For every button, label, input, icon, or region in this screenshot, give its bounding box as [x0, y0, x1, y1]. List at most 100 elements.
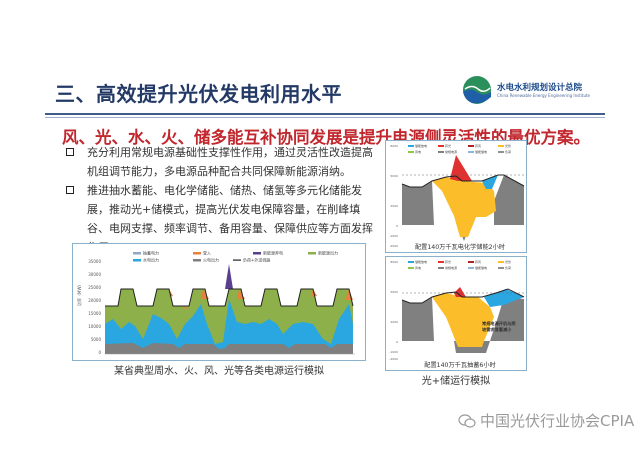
chart-mark: [468, 145, 474, 147]
bullet-list: 充分利用常规电源基础性支撑性作用，通过灵活性改造提高机组调节能力，多电源品种配合…: [66, 143, 380, 257]
chart-label: 弃光: [445, 259, 451, 264]
chart-mark: [498, 267, 504, 269]
curtailment-spike: [225, 264, 233, 289]
chart-mark: 8000 5000 2000 0 -1000 -2000: [389, 144, 398, 248]
chart-label: 25000: [88, 285, 101, 290]
storage-discharge-area: [482, 175, 498, 189]
chart-label: 负荷+外送线路: [243, 257, 270, 263]
chart-label: 储能储电: [475, 265, 487, 270]
chart-mark: [408, 145, 414, 147]
chart-mark: [464, 85, 491, 92]
chart-label: 0: [396, 340, 398, 344]
chart-mark: [438, 145, 444, 147]
chart2-caption-line2: 光+储运行模拟: [421, 376, 491, 387]
chart-mark: [133, 259, 141, 262]
chart-label: 水电出力: [143, 257, 159, 263]
chart-label: 15000: [88, 311, 101, 316]
chart-label: 常规电源: [445, 149, 457, 154]
chart-label: 20000: [88, 298, 101, 303]
chart-label: 8000: [390, 144, 398, 148]
logo: 水电水利规划设计总院 China Renewable Energy Engine…: [462, 75, 612, 105]
chart-label: 负荷: [505, 265, 511, 270]
watermark-text: 中国光伏行业协会CPIA: [480, 412, 635, 430]
chart-label: 35000: [88, 259, 101, 264]
chart-label: 10000: [88, 324, 101, 329]
chart-mark: [438, 151, 444, 153]
header-divider: [45, 113, 605, 115]
annotation-line2: 坡需求显著减小: [482, 326, 512, 333]
logo-name: 水电水利规划设计总院: [497, 82, 583, 93]
thermal-area: [105, 343, 353, 354]
header-divider-thin: [45, 117, 605, 118]
chart-label: -2000: [389, 357, 398, 361]
solar-area: [432, 177, 496, 237]
chart-label: 风电: [415, 149, 421, 154]
chart-label: 5000: [390, 174, 398, 178]
chart-label: 抽蓄电力: [143, 250, 159, 256]
storage-2h-chart: 8000 5000 2000 0 -1000 -2000 储能放电 弃光 弃风 …: [385, 140, 527, 253]
watermark: 中国光伏行业协会CPIA: [458, 410, 634, 431]
load-line: [401, 174, 525, 188]
checkbox-bullet-icon: [66, 148, 74, 156]
chart-label: 弃光: [445, 143, 451, 148]
chart-label: 2000: [390, 320, 398, 324]
chart-label: 火电出力: [203, 257, 219, 263]
chart-label: 负荷: [505, 149, 511, 154]
chart-label: 弃风: [475, 143, 481, 148]
chart-mark: [463, 89, 491, 104]
chart-mark: [438, 261, 444, 263]
chart-label: 0: [98, 350, 101, 355]
solar-area: [432, 293, 494, 347]
chart-label: 30000: [88, 272, 101, 277]
chart-label: 5000: [390, 290, 398, 294]
chart-mark: [408, 151, 414, 153]
chart-mark: [498, 261, 504, 263]
load-line: [105, 288, 354, 307]
chart-label: 储能储电: [475, 149, 487, 154]
y-axis-label: 功率（MW）: [76, 283, 82, 306]
checkbox-bullet-icon: [66, 186, 74, 194]
chart-mark: 35000 30000 25000 20000 15000 10000 5000…: [88, 259, 101, 355]
chart-mark: [133, 252, 141, 255]
chart-label: 光伏: [505, 143, 511, 148]
chart-label: 风电: [415, 265, 421, 270]
chart-label: 0: [396, 224, 398, 228]
bullet-item: 充分利用常规电源基础性支撑性作用，通过灵活性改造提高机组调节能力，多电源品种配合…: [66, 143, 380, 181]
chart-label: 5000: [91, 337, 102, 342]
chart-mark: [253, 252, 261, 255]
bullet-text: 充分利用常规电源基础性支撑性作用，通过灵活性改造提高机组调节能力，多电源品种配合…: [87, 146, 373, 178]
weekly-operation-chart: 35000 30000 25000 20000 15000 10000 5000…: [72, 243, 366, 361]
chart-mark: [193, 259, 201, 262]
chart-mark: [498, 145, 504, 147]
chart-label: 储能放电: [415, 143, 427, 148]
curtail-area: [450, 155, 472, 181]
chart-label: 光伏: [505, 259, 511, 264]
chart-mark: [408, 267, 414, 269]
chart-mark: [193, 252, 201, 255]
wechat-icon: [458, 413, 476, 428]
chart-label: 受入: [203, 250, 211, 256]
chart-mark: 储能放电 弃光 弃风 光伏 风电 常规电源 储能储电 负荷: [408, 259, 511, 270]
chart-label: 储能放电: [415, 259, 427, 264]
chart-label: 新能源出力: [318, 250, 338, 256]
pumped-storage-6h-chart: 8000 5000 2000 0 -1000 -2000 常规电源开机与爬 坡需…: [385, 256, 527, 371]
page-title: 三、高效提升光伏发电利用水平: [55, 82, 342, 106]
chart-mark: 抽蓄电力 受入 新能源弃电 新能源出力 水电出力 火电出力 负荷+外送线路: [133, 250, 338, 263]
chart-label: 常规电源: [445, 265, 457, 270]
conventional-area: [402, 175, 524, 241]
left-chart-caption: 某省典型周水、火、风、光等各类电源运行模拟: [114, 366, 324, 377]
chart-label: -1000: [389, 234, 398, 238]
logo-english: China Renewable Energy Engineering Insti…: [497, 92, 591, 98]
storage-2h-plot: 8000 5000 2000 0 -1000 -2000 储能放电 弃光 弃风 …: [389, 143, 525, 251]
chart-mark: 8000 5000 2000 0 -1000 -2000: [389, 260, 398, 361]
creei-logo-icon: [463, 76, 491, 104]
chart1-caption: 配置140万千瓦电化学储能2小时: [415, 243, 505, 251]
chart2-caption: 配置140万千瓦抽蓄6小时: [424, 361, 495, 369]
chart-mark: 储能放电 弃光 弃风 光伏 风电 常规电源 储能储电 负荷: [408, 143, 511, 154]
chart-mark: [233, 259, 241, 261]
chart-mark: [438, 267, 444, 269]
chart-mark: [468, 261, 474, 263]
chart-label: 8000: [390, 260, 398, 264]
chart-mark: [498, 151, 504, 153]
chart-label: 2000: [390, 204, 398, 208]
